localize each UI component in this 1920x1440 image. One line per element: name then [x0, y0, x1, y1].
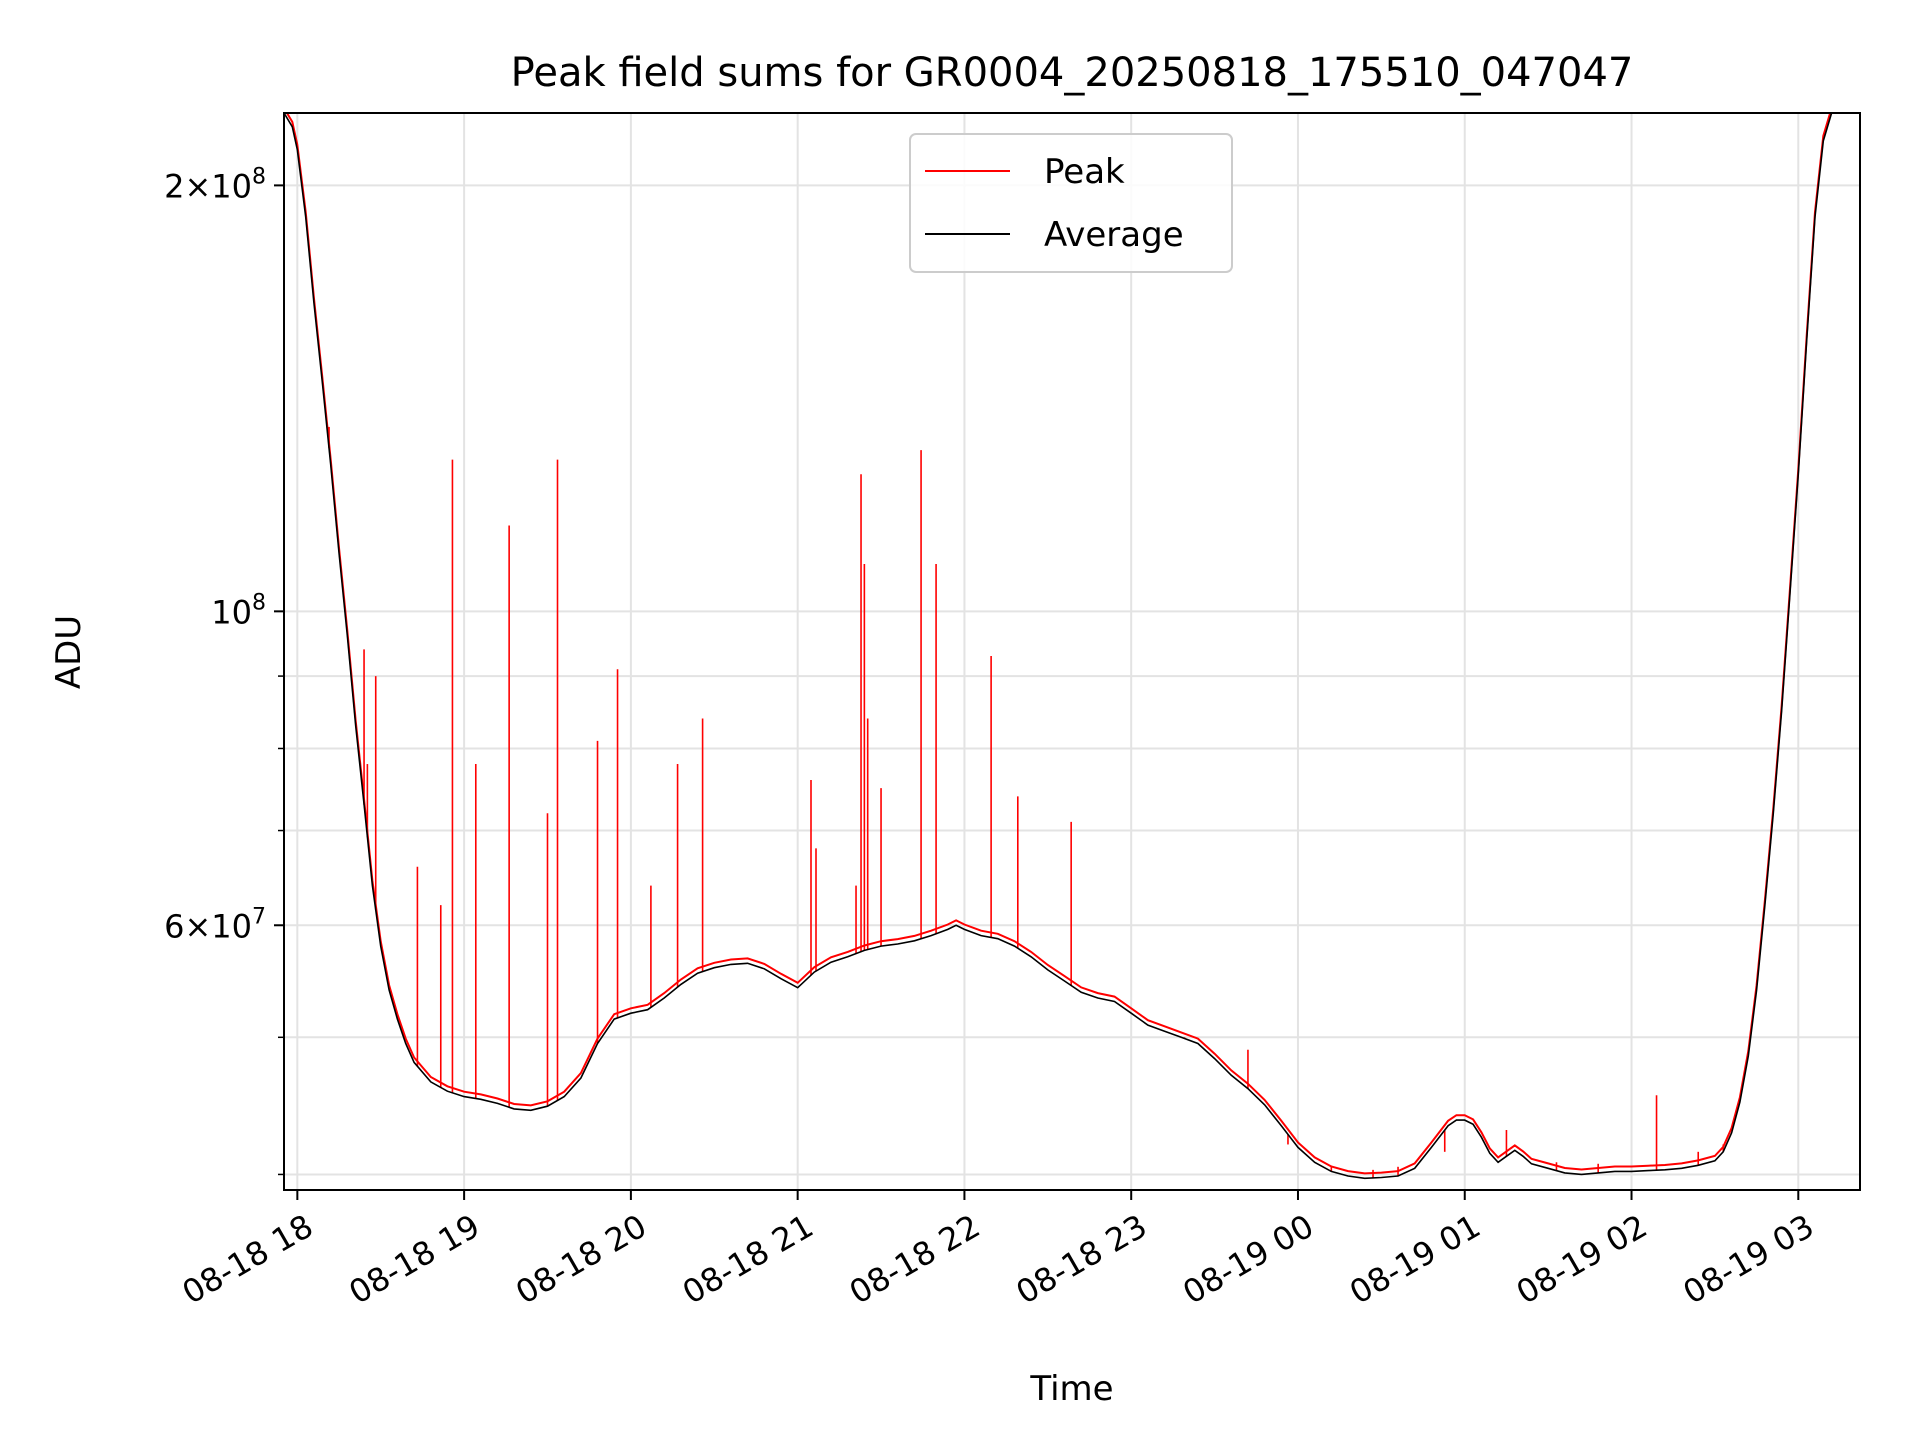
average-series-line [284, 113, 1860, 1180]
x-axis-label: Time [1029, 1369, 1113, 1409]
legend-average-label: Average [1044, 215, 1184, 255]
y-axis-label: ADU [49, 615, 89, 689]
y-tick-label: 6×107 [164, 904, 266, 945]
y-tick-label: 108 [211, 590, 266, 631]
legend: Peak Average [909, 133, 1233, 273]
chart-title: Peak field sums for GR0004_20250818_1755… [511, 50, 1634, 96]
plot-series [284, 113, 1860, 1180]
legend-peak-label: Peak [1044, 152, 1125, 192]
peak-series-line [285, 113, 1832, 1175]
axes-frame [283, 112, 1861, 1191]
legend-box [909, 133, 1233, 273]
y-tick-label: 2×108 [164, 164, 266, 205]
